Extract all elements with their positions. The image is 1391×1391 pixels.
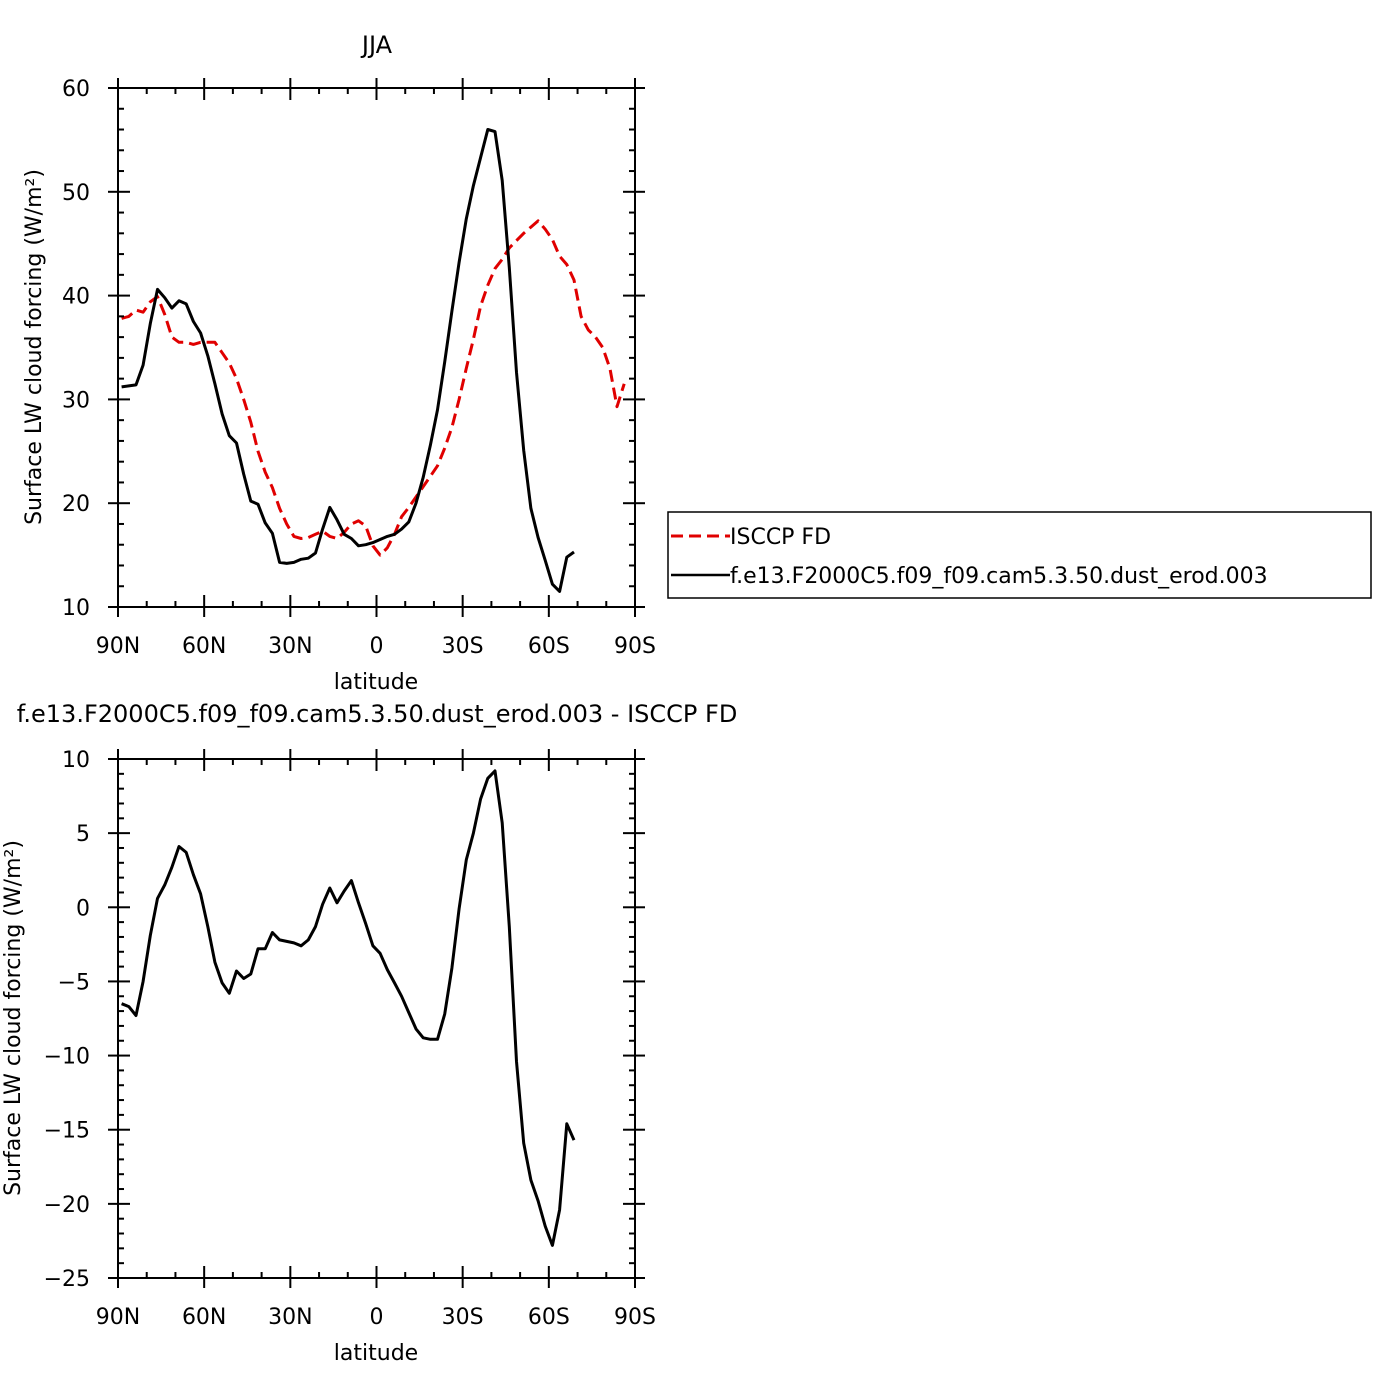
bottom-x-tick-label: 60S <box>528 1305 570 1330</box>
bottom-x-tick-label: 30S <box>442 1305 484 1330</box>
bottom-y-tick-label: −15 <box>44 1119 90 1144</box>
bottom-ticks-group: 90N 60N 30N 0 30S 60S 90S −25 −20 −15 −10 −5 0 5 10 <box>44 748 656 1330</box>
top-panel-title: JJA <box>360 31 393 59</box>
top-panel: JJA 90N 60N 30N 0 30S 60S 90S 10 20 30 40 50 60 lati… <box>22 31 656 695</box>
bottom-x-tick-label: 60N <box>182 1305 226 1330</box>
top-y-tick-label: 50 <box>62 181 90 206</box>
legend-box <box>667 511 1372 599</box>
bottom-series-line-0 <box>121 769 576 1247</box>
bottom-series-group <box>121 769 576 1247</box>
top-x-tick-label: 90N <box>96 634 140 659</box>
bottom-y-axis-label: Surface LW cloud forcing (W/m²) <box>1 840 26 1196</box>
top-plot-frame <box>117 87 636 608</box>
bottom-y-tick-label: 10 <box>62 748 90 773</box>
bottom-y-tick-label: −25 <box>44 1267 90 1292</box>
bottom-y-tick-label: 5 <box>76 822 90 847</box>
bottom-y-tick-label: −10 <box>44 1045 90 1070</box>
bottom-y-tick-label: 0 <box>76 896 90 921</box>
top-y-tick-label: 30 <box>62 388 90 413</box>
bottom-x-tick-label: 30N <box>268 1305 312 1330</box>
top-series-line-0 <box>121 219 626 557</box>
top-x-tick-label: 60S <box>528 634 570 659</box>
top-ticks-group: 90N 60N 30N 0 30S 60S 90S 10 20 30 40 50 60 <box>62 77 656 659</box>
bottom-x-tick-label: 90S <box>614 1305 656 1330</box>
bottom-x-tick-label: 0 <box>370 1305 384 1330</box>
bottom-x-tick-label: 90N <box>96 1305 140 1330</box>
top-series-line-1 <box>121 128 575 593</box>
top-y-axis-label: Surface LW cloud forcing (W/m²) <box>22 169 47 525</box>
top-x-tick-label: 0 <box>370 634 384 659</box>
bottom-y-tick-label: −20 <box>44 1193 90 1218</box>
top-series-group <box>121 128 626 593</box>
top-y-tick-label: 10 <box>62 596 90 621</box>
bottom-y-tick-label: −5 <box>58 970 90 995</box>
legend: ISCCP FD f.e13.F2000C5.f09_f09.cam5.3.50… <box>667 511 1372 599</box>
bottom-panel: f.e13.F2000C5.f09_f09.cam5.3.50.dust_ero… <box>1 700 737 1366</box>
bottom-panel-title: f.e13.F2000C5.f09_f09.cam5.3.50.dust_ero… <box>17 700 738 728</box>
top-x-tick-label: 30S <box>442 634 484 659</box>
top-y-tick-label: 20 <box>62 492 90 517</box>
top-x-tick-label: 30N <box>268 634 312 659</box>
top-y-tick-label: 40 <box>62 285 90 310</box>
bottom-x-axis-label: latitude <box>334 1341 418 1366</box>
top-x-tick-label: 60N <box>182 634 226 659</box>
top-x-axis-label: latitude <box>334 670 418 695</box>
top-x-tick-label: 90S <box>614 634 656 659</box>
legend-label-isccp: ISCCP FD <box>730 525 831 550</box>
legend-label-model: f.e13.F2000C5.f09_f09.cam5.3.50.dust_ero… <box>730 564 1268 589</box>
bottom-plot-frame <box>117 758 636 1279</box>
top-y-tick-label: 60 <box>62 77 90 102</box>
